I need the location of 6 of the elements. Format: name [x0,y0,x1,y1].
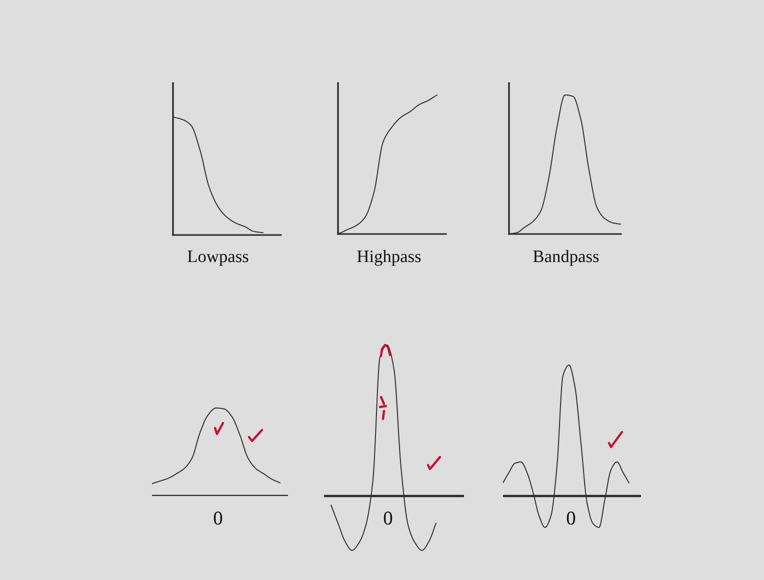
x-axis-title: Bandpass [533,250,599,266]
x-axis-title: Highpass [357,250,421,266]
x-axis-title: 0 [384,512,392,525]
x-axis-title: Lowpass [188,250,248,266]
x-axis-title: 0 [566,512,576,525]
x-axis-title: 0 [214,512,222,525]
